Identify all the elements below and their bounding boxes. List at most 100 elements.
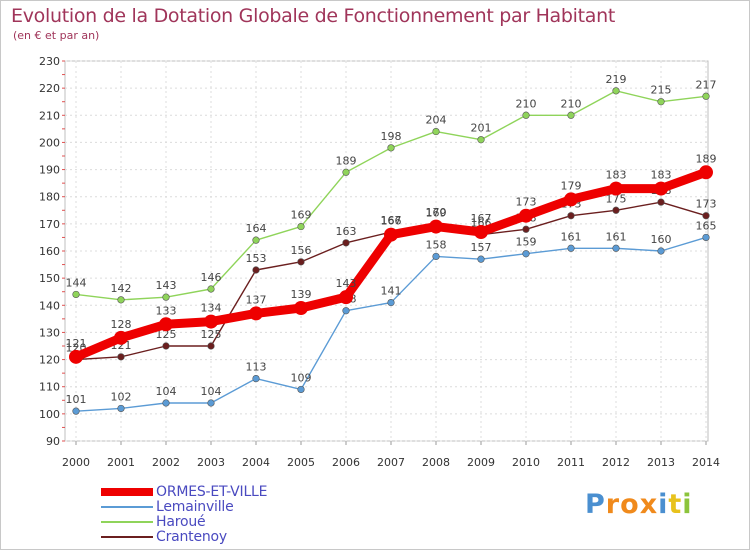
data-point-ormes-et-ville: [654, 181, 668, 196]
data-label-lemainville: 157: [471, 241, 492, 254]
data-label-lemainville: 160: [651, 233, 672, 246]
data-label-harou-: 219: [606, 73, 627, 86]
data-label-ormes-et-ville: 134: [201, 302, 222, 315]
data-label-ormes-et-ville: 137: [246, 293, 267, 306]
logo-letter: x: [639, 489, 659, 520]
data-point-lemainville: [702, 233, 710, 242]
data-label-lemainville: 102: [111, 390, 132, 403]
data-label-crantenoy: 173: [696, 198, 717, 211]
x-tick-label: 2002: [152, 456, 180, 469]
data-point-harou-: [387, 144, 395, 152]
data-point-ormes-et-ville: [474, 225, 488, 239]
data-point-lemainville: [297, 385, 305, 394]
data-point-harou-: [297, 222, 305, 231]
data-label-lemainville: 101: [66, 393, 87, 406]
logo-letter: i: [682, 489, 693, 520]
data-point-lemainville: [657, 247, 665, 255]
data-label-ormes-et-ville: 133: [156, 304, 177, 317]
legend-label-haroue: Haroué: [156, 514, 206, 530]
data-label-harou-: 144: [66, 276, 87, 289]
data-label-ormes-et-ville: 139: [291, 288, 312, 301]
data-label-crantenoy: 125: [201, 328, 222, 341]
data-point-crantenoy: [297, 258, 305, 266]
data-label-crantenoy: 153: [246, 252, 267, 265]
data-point-crantenoy: [117, 353, 125, 361]
data-point-ormes-et-ville: [204, 314, 218, 329]
data-label-harou-: 198: [381, 130, 402, 143]
data-label-ormes-et-ville: 167: [471, 212, 492, 225]
y-tick-label: 230: [39, 55, 60, 68]
logo-letter: o: [620, 489, 640, 520]
y-tick-label: 180: [39, 191, 60, 204]
data-point-harou-: [432, 127, 440, 136]
data-point-harou-: [567, 111, 575, 119]
data-label-harou-: 204: [426, 114, 447, 127]
y-tick-label: 120: [39, 354, 60, 367]
data-point-harou-: [342, 168, 350, 176]
x-tick-label: 2000: [62, 456, 90, 469]
legend-swatch-ormes: [101, 488, 153, 496]
x-tick-label: 2006: [332, 456, 360, 469]
x-tick-label: 2011: [557, 456, 585, 469]
x-tick-label: 2003: [197, 456, 225, 469]
data-label-ormes-et-ville: 121: [66, 337, 87, 350]
data-label-ormes-et-ville: 169: [426, 207, 447, 220]
legend-label-crantenoy: Crantenoy: [156, 529, 228, 545]
x-tick-label: 2013: [647, 456, 675, 469]
data-point-lemainville: [477, 255, 485, 263]
y-tick-label: 190: [39, 164, 60, 177]
y-tick-label: 130: [39, 326, 60, 339]
data-point-lemainville: [432, 252, 440, 261]
data-point-ormes-et-ville: [429, 219, 443, 234]
chart-subtitle: (en € et par an): [13, 29, 100, 42]
legend-swatch-haroue: [101, 521, 153, 523]
data-point-harou-: [207, 285, 215, 293]
data-label-harou-: 217: [696, 78, 717, 91]
data-label-ormes-et-ville: 189: [696, 152, 717, 165]
data-label-lemainville: 161: [606, 230, 627, 243]
y-tick-label: 200: [39, 136, 60, 149]
data-label-lemainville: 159: [516, 236, 537, 249]
data-label-lemainville: 165: [696, 219, 717, 232]
data-label-ormes-et-ville: 183: [651, 169, 672, 182]
data-label-harou-: 210: [561, 97, 582, 110]
y-tick-label: 90: [46, 435, 60, 448]
x-tick-label: 2014: [692, 456, 720, 469]
data-label-harou-: 201: [471, 122, 492, 135]
x-tick-label: 2012: [602, 456, 630, 469]
chart-title: Evolution de la Dotation Globale de Fonc…: [11, 5, 616, 27]
y-tick-label: 220: [39, 82, 60, 95]
data-label-crantenoy: 167: [381, 214, 402, 227]
data-label-harou-: 189: [336, 154, 357, 167]
data-label-lemainville: 109: [291, 371, 312, 384]
data-point-lemainville: [387, 298, 395, 307]
data-point-lemainville: [117, 404, 125, 413]
data-label-harou-: 215: [651, 84, 672, 97]
logo-letter: r: [605, 489, 621, 520]
data-point-crantenoy: [162, 342, 170, 350]
x-tick-label: 2008: [422, 456, 450, 469]
data-label-ormes-et-ville: 143: [336, 277, 357, 290]
data-point-harou-: [117, 296, 125, 304]
data-point-harou-: [252, 236, 260, 244]
data-point-lemainville: [207, 399, 215, 407]
data-point-harou-: [522, 111, 530, 119]
x-tick-label: 2005: [287, 456, 315, 469]
data-point-ormes-et-ville: [339, 290, 353, 305]
data-label-harou-: 169: [291, 209, 312, 222]
data-point-lemainville: [252, 374, 260, 383]
data-label-crantenoy: 170: [426, 206, 447, 219]
data-label-harou-: 164: [246, 222, 267, 235]
data-point-lemainville: [162, 399, 170, 407]
y-tick-label: 210: [39, 109, 60, 122]
y-tick-label: 170: [39, 218, 60, 231]
legend-swatch-crantenoy: [101, 536, 153, 538]
data-label-lemainville: 113: [246, 361, 267, 374]
data-point-crantenoy: [657, 198, 665, 206]
data-label-crantenoy: 125: [156, 328, 177, 341]
data-label-lemainville: 141: [381, 285, 402, 298]
data-point-ormes-et-ville: [699, 165, 713, 180]
data-point-crantenoy: [522, 225, 530, 233]
logo-letter: t: [668, 489, 683, 520]
